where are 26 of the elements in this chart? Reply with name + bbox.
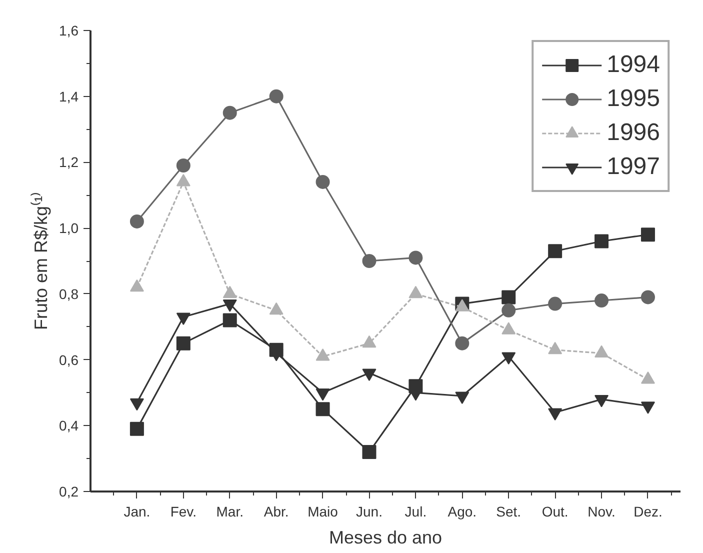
y-axis-title: Fruto em R$/kg⁽¹⁾	[30, 192, 52, 330]
x-tick-label: Jan.	[124, 504, 150, 520]
x-tick-label: Nov.	[588, 504, 616, 520]
legend-label: 1994	[606, 50, 660, 80]
y-tick-label: 1,6	[59, 22, 79, 38]
x-tick-label: Fev.	[170, 504, 197, 520]
x-tick-label: Maio	[308, 504, 338, 520]
y-tick-label: 0,8	[59, 286, 79, 302]
legend-label: 1997	[606, 152, 660, 182]
y-tick-label: 1,2	[59, 154, 79, 170]
legend-label: 1996	[606, 118, 660, 148]
x-tick-label: Dez.	[634, 504, 662, 520]
x-tick-label: Jun.	[356, 504, 382, 520]
x-tick-label: Set.	[496, 504, 522, 520]
y-tick-label: 0,6	[59, 352, 79, 368]
x-tick-label: Ago.	[448, 504, 477, 520]
x-tick-label: Jul.	[404, 504, 427, 520]
x-axis-title: Meses do ano	[328, 528, 442, 548]
y-tick-label: 1,0	[59, 220, 79, 236]
y-tick-label: 0,2	[59, 484, 79, 500]
x-tick-label: Mar.	[216, 504, 244, 520]
x-tick-label: Abr.	[264, 504, 289, 520]
x-tick-label: Out.	[542, 504, 568, 520]
legend-label: 1995	[606, 84, 660, 114]
y-tick-label: 0,4	[59, 418, 79, 434]
y-tick-label: 1,4	[59, 88, 79, 104]
